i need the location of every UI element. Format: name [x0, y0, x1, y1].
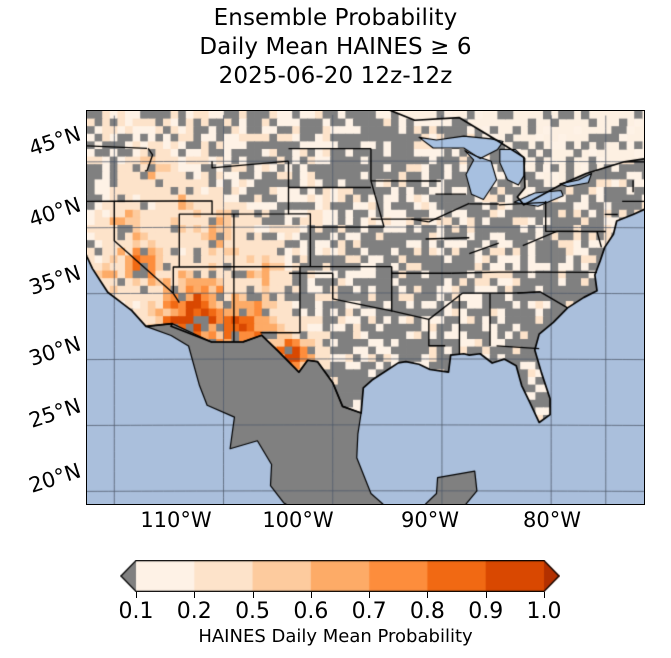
- lat-tick-label: 30°N: [25, 331, 84, 371]
- colorbar-tick: [485, 592, 487, 598]
- lat-tick-label: 45°N: [25, 121, 84, 161]
- map-plot-area[interactable]: Mean Run: 2025-05-30: [86, 110, 645, 505]
- colorbar-tick-label: 0.6: [293, 599, 329, 624]
- colorbar-tick-label: 0.5: [235, 599, 271, 624]
- lat-tick-label: 35°N: [25, 260, 84, 300]
- colorbar-tick-label: 0.8: [409, 599, 445, 624]
- lat-tick-label: 25°N: [25, 393, 84, 433]
- colorbar-tick: [136, 592, 137, 598]
- title-line-1: Ensemble Probability: [213, 5, 458, 31]
- colorbar-tick-label: 1.0: [526, 599, 562, 624]
- colorbar-tick: [252, 592, 254, 598]
- lon-tick-label: 80°W: [523, 508, 581, 532]
- colorbar: 0.1 0.2 0.5 0.6 0.7 0.8 0.9 1.0 HAINES Daily Me…: [0, 556, 671, 656]
- title-line-3: 2025-06-20 12z-12z: [218, 63, 453, 89]
- title-line-2: Daily Mean HAINES ≥ 6: [199, 34, 472, 60]
- lon-tick-label: 110°W: [140, 508, 212, 532]
- colorbar-tick: [544, 592, 545, 598]
- colorbar-tick: [194, 592, 196, 598]
- colorbar-gradient: [120, 560, 560, 592]
- probability-heatmap-canvas: [87, 111, 644, 504]
- lat-tick-label: 20°N: [25, 458, 84, 498]
- colorbar-tick-label: 0.7: [351, 599, 387, 624]
- colorbar-label: HAINES Daily Mean Probability: [198, 626, 473, 647]
- colorbar-tick-label: 0.9: [468, 599, 504, 624]
- lat-tick-label: 40°N: [25, 192, 84, 232]
- colorbar-tick-label: 0.2: [176, 599, 212, 624]
- lon-tick-label: 100°W: [262, 508, 334, 532]
- colorbar-tick-label: 0.1: [118, 599, 154, 624]
- lon-tick-label: 90°W: [401, 508, 459, 532]
- colorbar-tick: [310, 592, 312, 598]
- colorbar-tick: [369, 592, 371, 598]
- chart-title: Ensemble Probability Daily Mean HAINES ≥…: [0, 4, 671, 91]
- colorbar-tick: [427, 592, 429, 598]
